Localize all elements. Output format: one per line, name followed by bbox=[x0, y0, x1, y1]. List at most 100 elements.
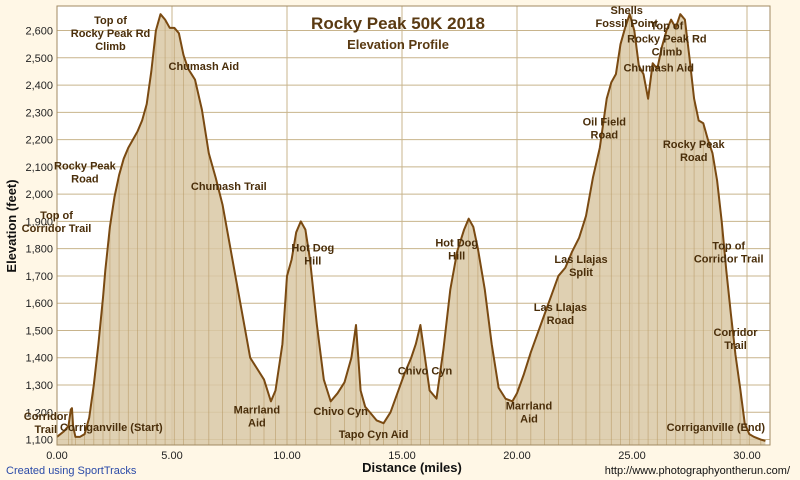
x-tick-label: 5.00 bbox=[161, 450, 182, 462]
footer-url: http://www.photographyontherun.com/ bbox=[605, 465, 791, 477]
annotation-text: Rocky Peak Rd bbox=[627, 34, 706, 46]
footer-credit: Created using SportTracks bbox=[6, 465, 137, 477]
annotation-text: Chumash Aid bbox=[169, 61, 240, 73]
annotation-text: Top of bbox=[651, 21, 684, 33]
annotation-text: Split bbox=[569, 267, 593, 279]
y-axis-label: Elevation (feet) bbox=[4, 179, 19, 272]
y-tick-label: 2,300 bbox=[25, 107, 53, 119]
annotation-label: Chivo Cyn bbox=[398, 366, 453, 378]
y-tick-label: 1,900 bbox=[25, 216, 53, 228]
annotation-label: Chivo Cyn bbox=[313, 406, 368, 418]
y-tick-label: 2,200 bbox=[25, 135, 53, 147]
annotation-text: Hill bbox=[304, 255, 321, 267]
annotation-text: Road bbox=[71, 174, 99, 186]
y-tick-label: 2,000 bbox=[25, 189, 53, 201]
annotation-text: Marrland bbox=[234, 404, 280, 416]
elevation-fill bbox=[57, 14, 766, 446]
annotation-text: Marrland bbox=[506, 400, 552, 412]
annotation-text: Rocky Peak bbox=[54, 161, 117, 173]
annotation-label: Chumash Trail bbox=[191, 181, 267, 193]
y-tick-label: 1,700 bbox=[25, 271, 53, 283]
chart-subtitle: Elevation Profile bbox=[347, 37, 449, 52]
annotation-text: Corridor Trail bbox=[22, 223, 92, 235]
annotation-text: Corridor Trail bbox=[694, 253, 764, 265]
annotation-text: Climb bbox=[95, 41, 126, 53]
chart-title: Rocky Peak 50K 2018 bbox=[311, 14, 485, 33]
annotation-text: Road bbox=[680, 152, 708, 164]
annotation-text: Corridor bbox=[714, 327, 759, 339]
y-tick-label: 1,100 bbox=[25, 435, 53, 447]
annotation-label: Corriganville (End) bbox=[667, 422, 766, 434]
annotation-text: Chumash Aid bbox=[623, 62, 694, 74]
annotation-label: Chumash Aid bbox=[623, 62, 694, 74]
annotation-text: Corrigan​ville (Start) bbox=[60, 422, 163, 434]
x-tick-label: 30.00 bbox=[733, 450, 761, 462]
annotation-text: Top of bbox=[94, 15, 127, 27]
annotation-text: Top of bbox=[712, 240, 745, 252]
elevation-area bbox=[56, 13, 766, 446]
y-tick-label: 1,600 bbox=[25, 298, 53, 310]
annotation-text: Las Llajas bbox=[534, 302, 587, 314]
y-tick-label: 2,600 bbox=[25, 26, 53, 38]
annotation-text: Fossil Point bbox=[596, 18, 659, 30]
annotation-text: Aid bbox=[248, 417, 266, 429]
annotation-label: Chumash Aid bbox=[169, 61, 240, 73]
y-tick-labels: 1,100 1,200 1,300 1,400 1,500 1,600 1,700 1,800… bbox=[25, 26, 53, 447]
y-tick-label: 1,300 bbox=[25, 380, 53, 392]
annotation-label: Corrigan​ville (Start) bbox=[60, 422, 163, 434]
y-tick-label: 1,400 bbox=[25, 353, 53, 365]
annotation-text: Corriganville (End) bbox=[667, 422, 766, 434]
annotation-text: Climb bbox=[652, 47, 683, 59]
x-tick-label: 15.00 bbox=[388, 450, 416, 462]
annotation-text: Shells bbox=[610, 5, 642, 17]
annotation-text: Tapo Cyn Aid bbox=[339, 429, 409, 441]
annotation-text: Oil Field bbox=[583, 117, 626, 129]
y-tick-label: 2,400 bbox=[25, 80, 53, 92]
y-tick-label: 2,500 bbox=[25, 53, 53, 65]
elevation-line bbox=[56, 13, 766, 442]
annotation-text: Top of bbox=[40, 210, 73, 222]
annotation-text: Trail bbox=[724, 340, 747, 352]
x-tick-label: 0.00 bbox=[46, 450, 67, 462]
annotation-text: Las Llajas bbox=[554, 254, 607, 266]
x-axis-label: Distance (miles) bbox=[362, 460, 462, 475]
x-tick-label: 20.00 bbox=[503, 450, 531, 462]
annotation-text: Road bbox=[547, 315, 575, 327]
annotation-text: Road bbox=[591, 130, 619, 142]
annotation-text: Hill bbox=[448, 251, 465, 263]
annotation-text: Trail bbox=[34, 424, 57, 436]
annotation-label: Tapo Cyn Aid bbox=[339, 429, 409, 441]
y-tick-label: 2,100 bbox=[25, 162, 53, 174]
annotation-text: Hot Dog bbox=[435, 238, 478, 250]
y-tick-label: 1,500 bbox=[25, 325, 53, 337]
annotation-text: Rocky Peak Rd bbox=[71, 28, 150, 40]
x-tick-labels: 0.00 5.00 10.00 15.00 20.00 25.00 30.00 bbox=[46, 450, 760, 462]
annotation-text: Corridor bbox=[24, 411, 69, 423]
annotation-text: Chivo Cyn bbox=[398, 366, 453, 378]
x-tick-label: 10.00 bbox=[273, 450, 301, 462]
y-tick-label: 1,800 bbox=[25, 244, 53, 256]
annotation-text: Chivo Cyn bbox=[313, 406, 368, 418]
annotation-text: Chumash Trail bbox=[191, 181, 267, 193]
annotation-text: Hot Dog bbox=[291, 242, 334, 254]
plot-border bbox=[56, 5, 771, 446]
x-tick-label: 25.00 bbox=[618, 450, 646, 462]
